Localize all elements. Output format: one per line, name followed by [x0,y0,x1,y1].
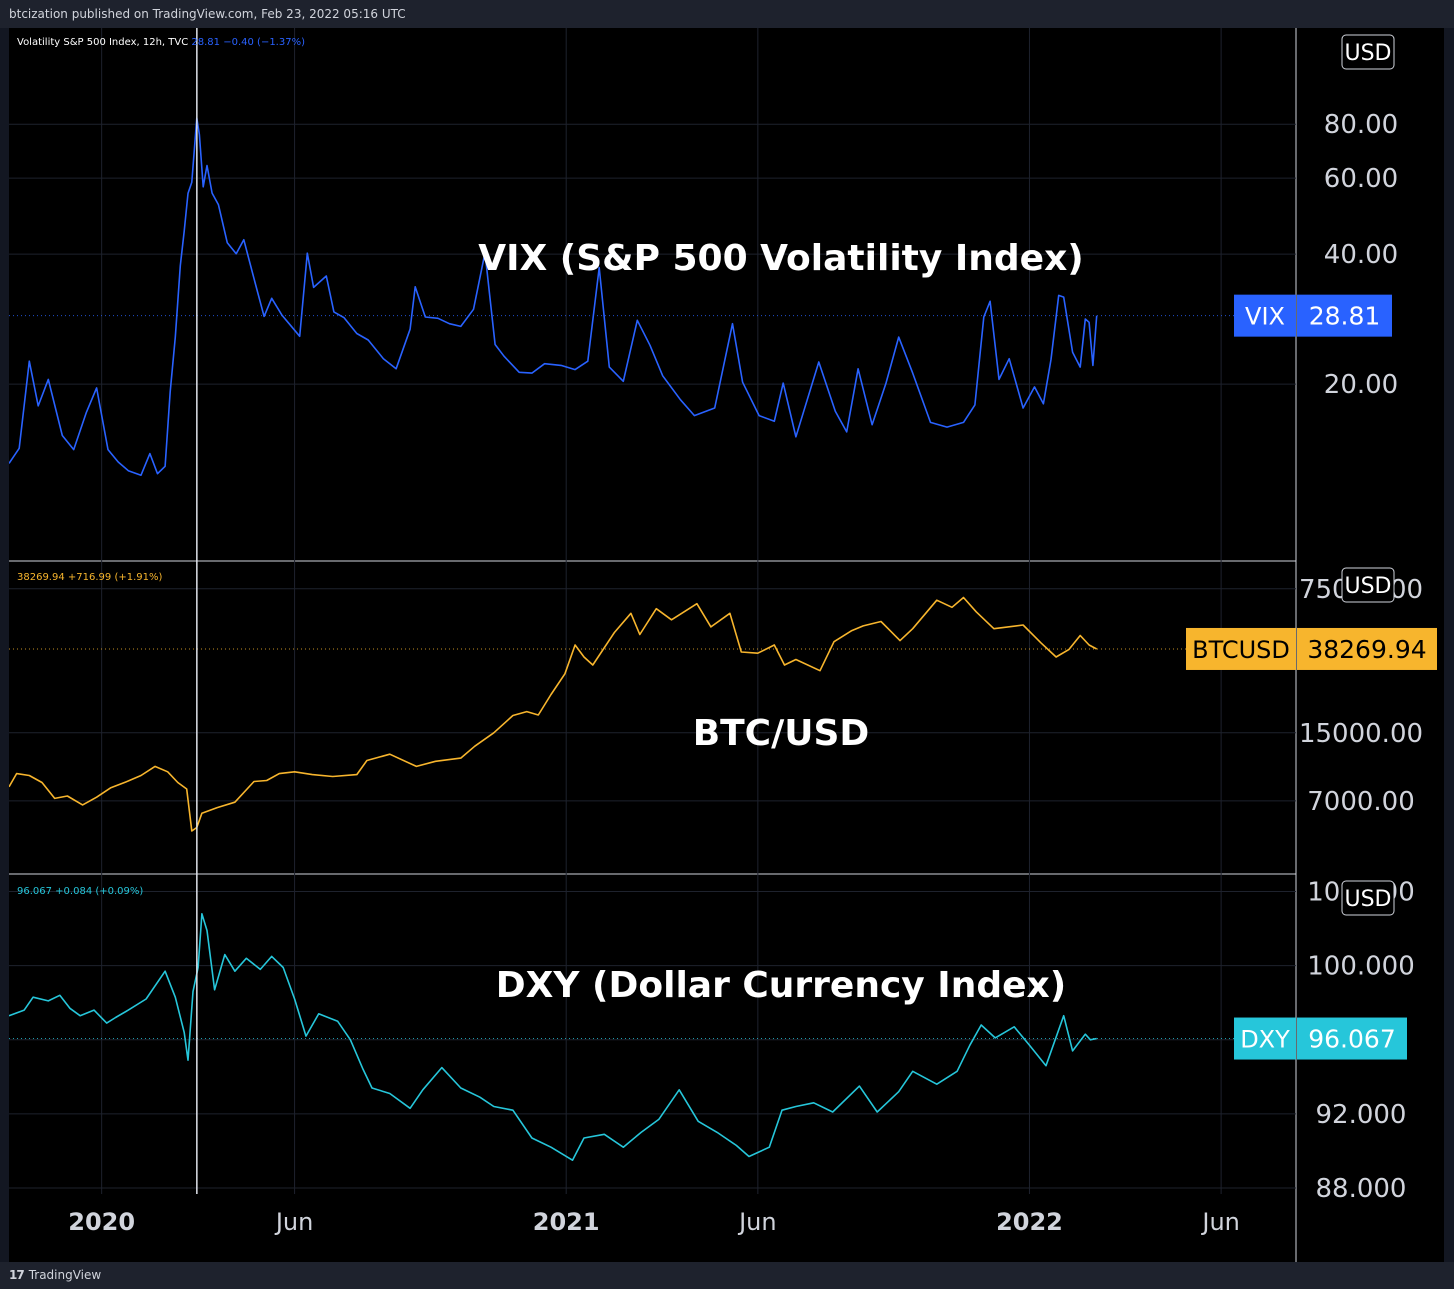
x-tick-label: 2020 [68,1208,135,1236]
y-tick-label: 7000.00 [1307,787,1415,817]
series-line [9,913,1097,1161]
tradingview-brand-label: TradingView [28,1268,102,1282]
last-value-badge [1297,1017,1407,1060]
last-value-badge [1297,627,1437,670]
x-tick-label: 2021 [533,1208,600,1236]
grid-layer [9,28,1297,1262]
x-tick-label: 2022 [996,1208,1063,1236]
chart-annotation: DXY (Dollar Currency Index) [496,965,1066,1006]
x-tick-label: Jun [274,1208,314,1236]
symbol-badge-label: BTCUSD [1192,636,1290,664]
last-value-badge-label: 38269.94 [1307,635,1426,664]
chart-svg[interactable]: 2020 Jun 2021 Jun 2022 Jun 80.00 60.00 40.00 20.0… [9,28,1444,1262]
y-tick-label: 15000.00 [1299,719,1423,749]
x-tick-label: Jun [737,1208,777,1236]
tradingview-logo-icon: 17 [9,1268,25,1282]
currency-label-box[interactable] [1341,34,1395,70]
symbol-badge[interactable] [1234,1017,1296,1060]
legend-value: 28.81 −0.40 (−1.37%) [191,37,305,48]
overlay-layer: 2020 Jun 2021 Jun 2022 Jun 80.00 60.00 40.00 20.0… [17,28,1437,1236]
last-value-badge-label: 96.067 [1308,1025,1395,1054]
y-tick-label: 20.00 [1324,370,1398,400]
chart-area[interactable]: 2020 Jun 2021 Jun 2022 Jun 80.00 60.00 40.00 20.0… [9,28,1444,1262]
x-tick-label: Jun [1200,1208,1240,1236]
tradingview-brand[interactable]: 17 TradingView [9,1268,101,1282]
series-line [9,596,1098,832]
footer-bar: 17 TradingView [0,1262,1454,1289]
currency-label: USD [1344,887,1391,912]
y-tick-label: 60.00 [1324,164,1398,194]
currency-label: USD [1344,41,1391,66]
currency-label-box[interactable] [1341,567,1395,603]
series-legend: 38269.94 +716.99 (+1.91%) [17,572,162,583]
series-legend: 96.067 +0.084 (+0.09%) [17,886,143,897]
y-tick-label: 88.000 [1316,1174,1407,1204]
y-tick-label: 100.000 [1307,952,1415,982]
last-value-badge-label: 28.81 [1309,302,1381,331]
symbol-badge-label: DXY [1240,1026,1290,1054]
currency-label-box[interactable] [1341,880,1395,916]
series-legend: Volatility S&P 500 Index, 12h, TVC 28.81… [17,37,305,48]
y-tick-label: 80.00 [1324,110,1398,140]
series-line [9,117,1098,476]
symbol-badge[interactable] [1186,627,1296,670]
legend-value: 96.067 +0.084 (+0.09%) [17,886,143,897]
chart-annotation: VIX (S&P 500 Volatility Index) [478,238,1084,279]
last-value-badge [1297,294,1392,337]
legend-value: 38269.94 +716.99 (+1.91%) [17,572,162,583]
legend-name: Volatility S&P 500 Index, 12h, TVC [17,37,191,48]
series-layer [9,117,1296,1161]
symbol-badge[interactable] [1234,294,1296,337]
chart-annotation: BTC/USD [693,713,870,754]
y-tick-label: 40.00 [1324,240,1398,270]
y-tick-label: 92.000 [1316,1100,1407,1130]
publisher-text: btcization published on TradingView.com,… [9,7,406,21]
publisher-bar: btcization published on TradingView.com,… [0,0,1454,28]
symbol-badge-label: VIX [1245,303,1285,331]
currency-label: USD [1344,574,1391,599]
